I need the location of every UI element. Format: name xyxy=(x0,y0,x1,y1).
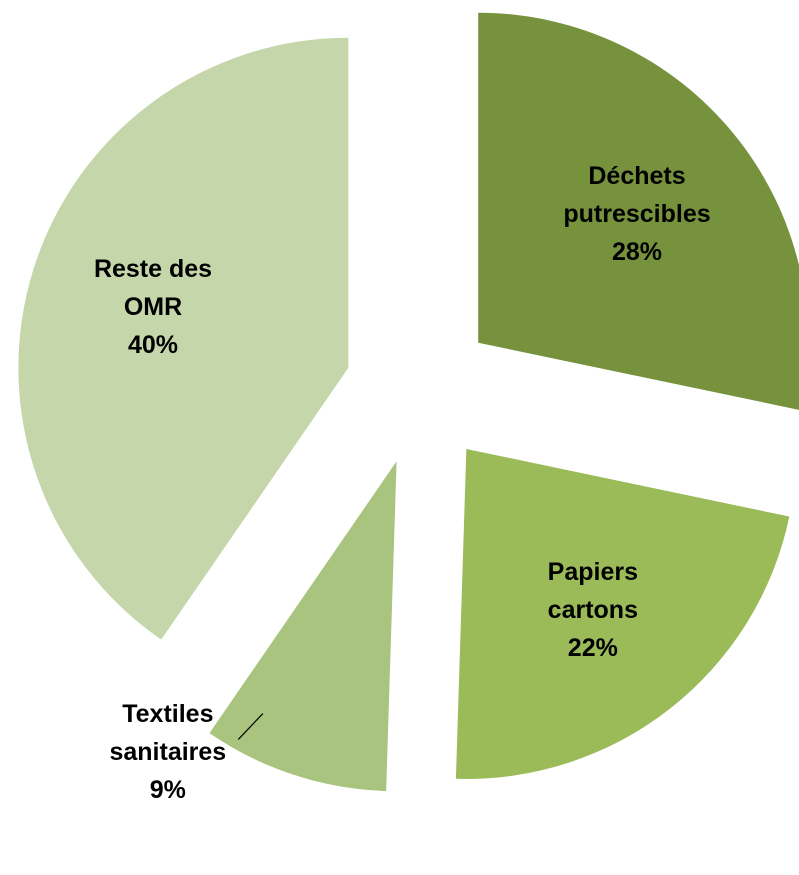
slice-label: Papiers cartons 22% xyxy=(548,553,638,667)
pie-slice xyxy=(18,37,349,640)
category-label: Reste des OMR xyxy=(93,254,213,321)
value-label: 40% xyxy=(127,330,179,359)
value-label: 9% xyxy=(149,775,186,804)
category-label: Déchets putrescibles xyxy=(563,161,711,228)
pie-slice xyxy=(209,461,397,792)
pie-slice xyxy=(455,448,790,779)
slice-label: Reste des OMR 40% xyxy=(94,250,212,364)
value-label: 28% xyxy=(611,237,663,266)
slice-label: Déchets putrescibles 28% xyxy=(563,157,710,271)
leader-line xyxy=(237,713,264,740)
value-label: 22% xyxy=(567,633,618,662)
category-label: Textiles sanitaires xyxy=(109,699,227,766)
slice-label: Textiles sanitaires 9% xyxy=(109,695,226,809)
pie-slice xyxy=(478,12,799,410)
category-label: Papiers cartons xyxy=(547,557,638,624)
